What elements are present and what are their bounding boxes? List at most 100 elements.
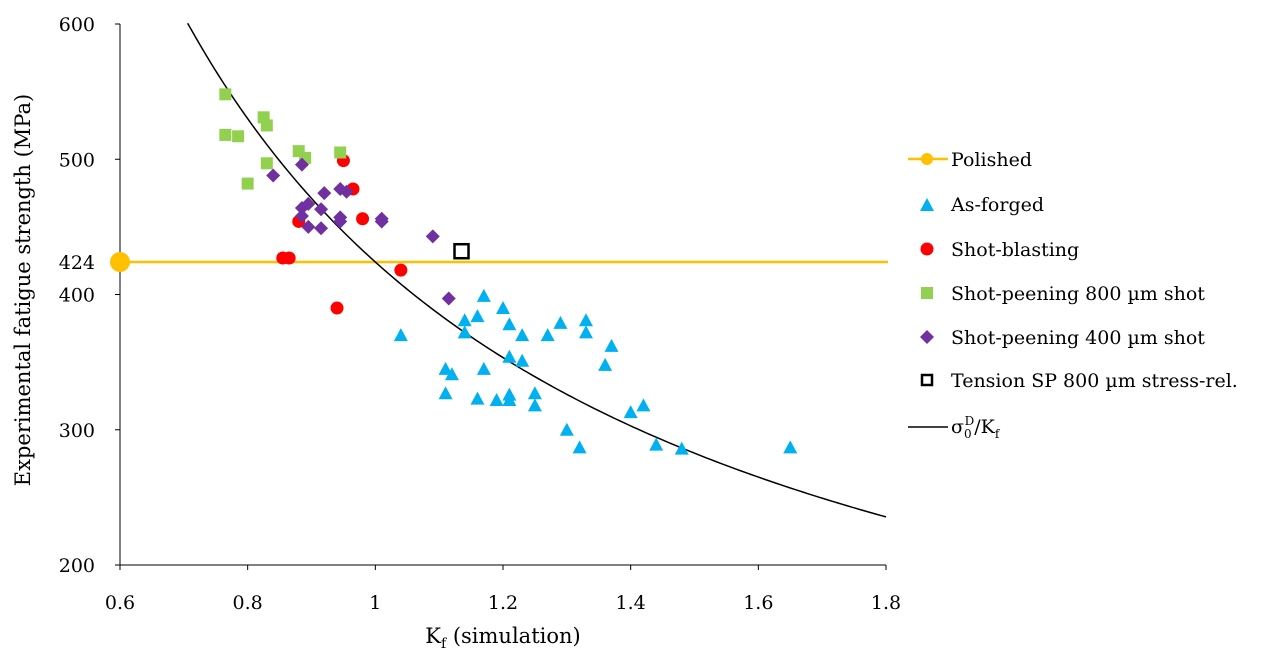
x-tick-label: 1.2 xyxy=(488,592,518,614)
x-axis-label-main: K xyxy=(425,624,441,648)
shot-peening-400-m-shot-point xyxy=(294,209,309,224)
shot-peening-400-m-shot-point xyxy=(374,214,389,229)
as-forged-point xyxy=(476,288,491,302)
shot-peening-800-m-shot-point xyxy=(219,88,232,101)
legend-shot-blasting-label: Shot-blasting xyxy=(951,239,1079,261)
as-forged-point xyxy=(470,391,485,405)
as-forged-point xyxy=(502,349,517,363)
legend-item-sp800: Shot-peening 800 µm shot xyxy=(921,283,1205,305)
legend-as-forged-label: As-forged xyxy=(950,194,1044,216)
as-forged-point xyxy=(604,338,619,352)
legend-item-polished: Polished xyxy=(908,149,1032,171)
legend-as-forged-marker xyxy=(920,198,934,211)
x-tick-label: 1.6 xyxy=(743,592,773,614)
legend-sp800-marker xyxy=(921,287,933,299)
legend-shot-blasting-marker xyxy=(920,242,934,256)
legend-tension-sp-marker xyxy=(920,373,934,387)
x-axis-label-sub: f xyxy=(441,636,448,652)
as-forged-point xyxy=(496,301,510,315)
shot-blasting-point xyxy=(356,212,370,226)
legend-sp800-label: Shot-peening 800 µm shot xyxy=(951,283,1205,305)
as-forged-point xyxy=(578,325,593,339)
data-points xyxy=(219,88,798,455)
legend: Polished As-forged Shot-blasting Shot-pe… xyxy=(908,149,1238,441)
shot-blasting-point xyxy=(394,263,408,277)
as-forged-point xyxy=(502,387,517,401)
shot-peening-400-m-shot-point xyxy=(333,214,348,229)
legend-sp400-label: Shot-peening 400 µm shot xyxy=(951,327,1205,349)
as-forged-point xyxy=(444,367,459,381)
shot-peening-400-m-shot-point xyxy=(314,221,329,236)
x-tick-label: 1 xyxy=(369,592,381,614)
as-forged-point xyxy=(636,398,651,412)
shot-peening-400-m-shot-point xyxy=(317,186,332,201)
shot-peening-400-m-shot-point xyxy=(266,168,281,183)
legend-polished-label: Polished xyxy=(951,149,1032,171)
legend-curve-sup: D xyxy=(965,414,975,428)
as-forged-point xyxy=(457,325,472,339)
shot-peening-400-m-shot-point xyxy=(339,184,354,199)
legend-item-sp400: Shot-peening 400 µm shot xyxy=(920,327,1205,349)
x-ticks: 0.6 0.8 1 1.2 1.4 1.6 1.8 xyxy=(105,565,901,614)
axes xyxy=(119,24,886,566)
as-forged-point xyxy=(598,357,613,371)
as-forged-point xyxy=(502,317,517,331)
curve-line xyxy=(187,22,887,518)
as-forged-point xyxy=(649,437,664,451)
legend-tension-sp-label: Tension SP 800 µm stress-rel. xyxy=(951,370,1238,392)
x-axis-label: Kf (simulation) xyxy=(425,624,580,652)
legend-curve-main: σ xyxy=(951,416,964,438)
y-tick-label: 600 xyxy=(59,14,95,36)
as-forged-point xyxy=(438,386,453,400)
x-tick-label: 1.4 xyxy=(616,592,646,614)
as-forged-point xyxy=(476,361,491,375)
shot-peening-800-m-shot-point xyxy=(260,157,273,170)
y-tick-label: 424 xyxy=(59,252,95,274)
x-tick-label: 0.8 xyxy=(233,592,263,614)
shot-peening-400-m-shot-point xyxy=(301,196,316,211)
as-forged-point xyxy=(572,440,587,454)
y-tick-label: 300 xyxy=(59,420,95,442)
shot-blasting-point xyxy=(330,301,344,315)
x-tick-label: 0.6 xyxy=(105,592,135,614)
as-forged-point xyxy=(559,422,574,436)
shot-peening-800-m-shot-point xyxy=(219,128,232,141)
x-axis-label-rest: (simulation) xyxy=(446,624,581,648)
as-forged-point xyxy=(438,361,453,375)
y-ticks: 200 300 400 424 500 600 xyxy=(59,14,120,577)
as-forged-point xyxy=(489,392,504,406)
as-forged-point xyxy=(783,440,798,454)
legend-curve-sub: 0 xyxy=(964,427,972,441)
shot-peening-800-m-shot-point xyxy=(260,119,273,132)
shot-peening-400-m-shot-point xyxy=(441,291,456,306)
y-tick-label: 500 xyxy=(59,149,95,171)
legend-polished-marker xyxy=(921,153,933,165)
as-forged-point xyxy=(515,328,530,342)
as-forged-point xyxy=(540,328,555,342)
y-tick-label: 200 xyxy=(59,555,95,577)
as-forged-point xyxy=(578,313,593,327)
as-forged-point xyxy=(527,386,542,400)
legend-sp400-marker xyxy=(920,330,934,344)
shot-peening-800-m-shot-point xyxy=(334,146,347,159)
tension-sp-800-m-stress-rel--point xyxy=(453,242,470,260)
y-tick-label: 400 xyxy=(59,285,95,307)
as-forged-point xyxy=(674,441,689,455)
legend-item-curve: σ0D/Kf xyxy=(908,414,1001,441)
as-forged-point xyxy=(457,313,472,327)
shot-peening-400-m-shot-point xyxy=(314,202,329,217)
legend-item-shot-blasting: Shot-blasting xyxy=(920,239,1079,261)
shot-peening-800-m-shot-point xyxy=(232,130,245,143)
shot-peening-800-m-shot-point xyxy=(241,177,254,190)
as-forged-point xyxy=(527,398,542,412)
x-tick-label: 1.8 xyxy=(871,592,901,614)
shot-peening-400-m-shot-point xyxy=(425,229,440,244)
as-forged-point xyxy=(393,328,408,342)
as-forged-point xyxy=(623,405,638,419)
polished-marker xyxy=(110,252,130,273)
y-axis-label: Experimental fatigue strength (MPa) xyxy=(11,94,35,486)
legend-curve-label: σ0D/Kf xyxy=(951,414,1001,441)
legend-curve-div: /K xyxy=(974,416,995,438)
as-forged-point xyxy=(515,353,530,367)
